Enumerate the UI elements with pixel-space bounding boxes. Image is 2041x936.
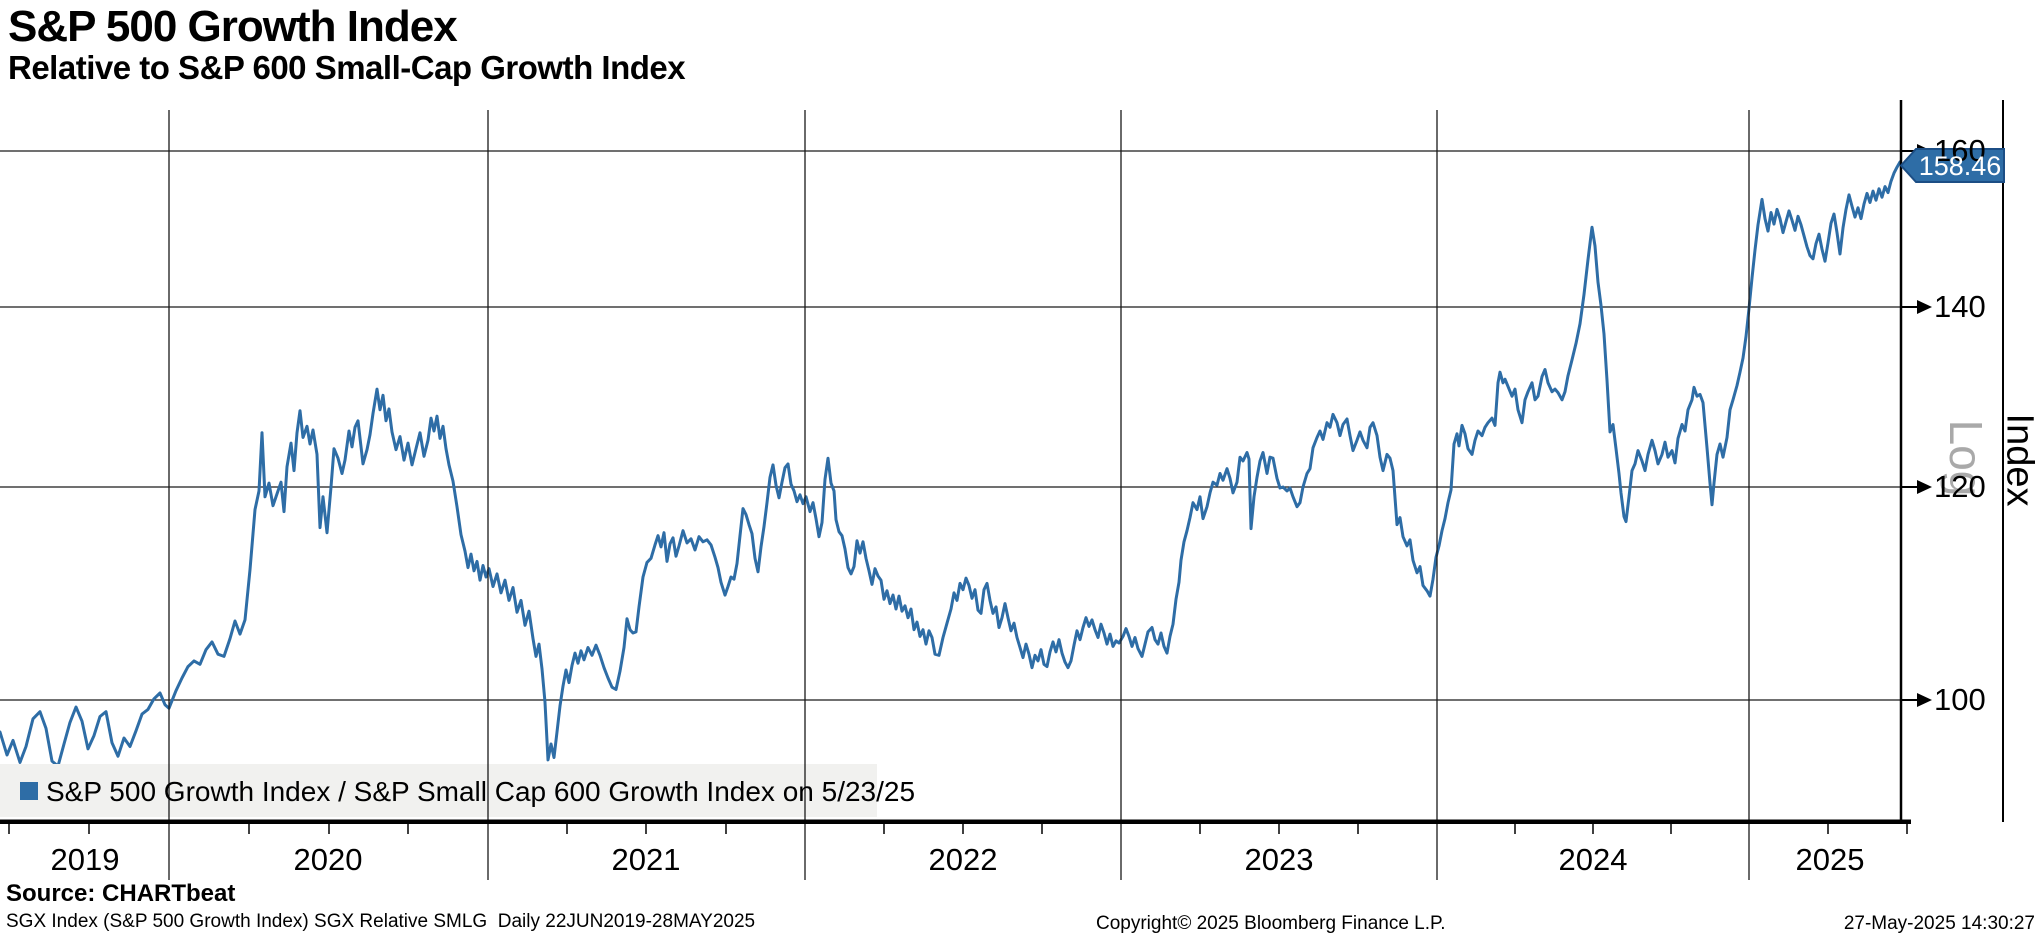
year-label-2022: 2022 [928,842,998,877]
x-axis-line [0,819,1911,824]
copyright-note: Copyright© 2025 Bloomberg Finance L.P. [1096,913,1446,934]
y-tick-label-160: 160 [1934,132,1986,168]
legend-label: S&P 500 Growth Index / S&P Small Cap 600… [46,776,916,807]
year-label-2023: 2023 [1244,842,1314,877]
series-line [0,160,1902,768]
chart-meta-note: SGX Index (S&P 500 Growth Index) SGX Rel… [6,911,756,932]
y-tick-label-120: 120 [1934,469,1986,505]
last-value-badge-shape [1899,148,2005,183]
page-subtitle: Relative to S&P 600 Small-Cap Growth Ind… [8,49,686,86]
y-tick-arrow-icon [1917,299,1932,314]
timestamp: 27-May-2025 14:30:27 [1843,913,2035,934]
y-tick-arrow-icon [1917,693,1932,707]
year-label-2024: 2024 [1558,842,1628,877]
legend-marker-icon [20,782,38,800]
y-tick-arrow-icon [1917,480,1932,495]
legend-background [0,764,877,817]
last-value-badge: 158.46 [1918,151,2002,181]
year-label-2021: 2021 [611,842,681,877]
page-title: S&P 500 Growth Index [8,2,458,51]
y-tick-label-100: 100 [1934,682,1986,717]
legend: S&P 500 Growth Index / S&P Small Cap 600… [0,764,915,817]
year-label-2019: 2019 [50,842,120,877]
year-label-2025: 2025 [1795,842,1865,877]
source-note: Source: CHARTbeat [6,880,236,907]
y-tick-label-140: 140 [1934,288,1986,324]
year-label-2020: 2020 [293,842,363,877]
